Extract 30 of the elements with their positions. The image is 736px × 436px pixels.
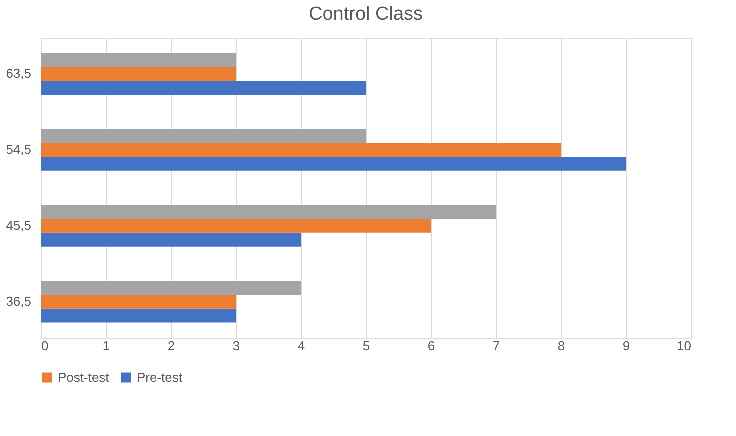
- bar: [41, 205, 496, 220]
- y-tick-label: 36,5: [6, 294, 32, 309]
- bar: [41, 143, 561, 157]
- bar: [41, 232, 301, 247]
- bar: [41, 67, 236, 82]
- x-tick-label: 6: [428, 338, 436, 354]
- y-tick-label: 63,5: [6, 66, 32, 82]
- bar: [41, 308, 236, 323]
- x-tick-label: 9: [622, 338, 630, 354]
- bar: [41, 129, 366, 144]
- x-tick-label: 8: [558, 338, 566, 354]
- x-tick-label: 10: [677, 338, 692, 354]
- x-tick-label: 3: [232, 338, 240, 354]
- x-tick-label: 0: [42, 338, 49, 354]
- bar: [41, 281, 301, 295]
- y-tick-label: 45,5: [6, 218, 32, 233]
- x-tick-label: 7: [492, 338, 500, 354]
- x-tick-label: 2: [168, 338, 176, 354]
- y-tick-label: 54,5: [6, 142, 32, 158]
- bar: [41, 53, 236, 68]
- bar: [41, 81, 366, 95]
- chart-title: Control Class: [308, 4, 424, 25]
- bar: [41, 219, 431, 233]
- legend-label: Pre-test: [137, 370, 183, 385]
- x-tick-label: 4: [298, 338, 306, 354]
- legend-label: Post-test: [58, 370, 110, 385]
- x-tick-label: 1: [102, 338, 110, 354]
- bar: [41, 156, 626, 171]
- bar: [41, 294, 236, 309]
- x-tick-label: 5: [362, 338, 370, 354]
